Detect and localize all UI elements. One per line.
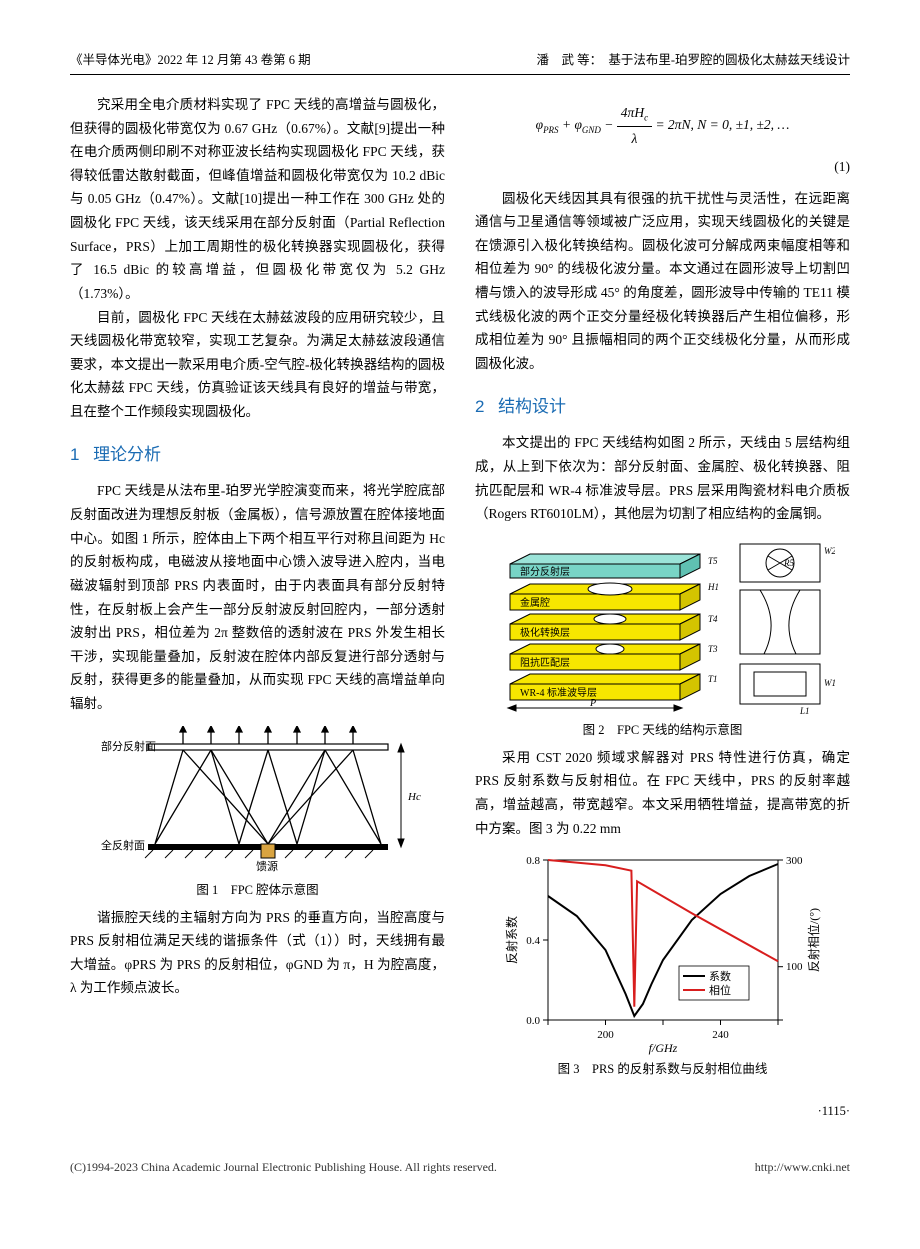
svg-text:T1: T1 [708, 674, 718, 684]
svg-text:部分反射层: 部分反射层 [520, 565, 570, 578]
section-2-heading: 2 结构设计 [475, 392, 850, 422]
svg-text:300: 300 [786, 855, 803, 867]
equation-1-math: φPRS + φGND − 4πHc λ = 2πN, N = 0, ±1, ±… [475, 101, 850, 151]
section-1-title: 理论分析 [93, 445, 161, 464]
figure-2-svg: WR-4 标准波导层 阻抗匹配层 极化转换层 [490, 536, 835, 716]
section-2-title: 结构设计 [498, 397, 566, 416]
svg-text:极化转换层: 极化转换层 [520, 626, 570, 639]
footer-right: http://www.cnki.net [755, 1157, 850, 1178]
para-3: FPC 天线是从法布里-珀罗光学腔演变而来，将光学腔底部反射面改进为理想反射板（… [70, 479, 445, 715]
para-7: 采用 CST 2020 频域求解器对 PRS 特性进行仿真，确定 PRS 反射系… [475, 746, 850, 841]
svg-text:反射相位/(°): 反射相位/(°) [806, 908, 821, 972]
svg-text:P: P [589, 698, 596, 709]
figure-1-caption: 图 1 FPC 腔体示意图 [70, 880, 445, 902]
two-column-layout: 究采用全电介质材料实现了 FPC 天线的高增益与圆极化，但获得的圆极化带宽仅为 … [70, 93, 850, 1085]
equation-1: φPRS + φGND − 4πHc λ = 2πN, N = 0, ±1, ±… [475, 101, 850, 151]
svg-text:阻抗匹配层: 阻抗匹配层 [520, 656, 570, 669]
footer-left: (C)1994-2023 China Academic Journal Elec… [70, 1157, 497, 1178]
svg-text:W1: W1 [824, 678, 835, 688]
svg-text:T3: T3 [708, 644, 718, 654]
header-left: 《半导体光电》2022 年 12 月第 43 卷第 6 期 [70, 50, 311, 72]
svg-text:馈源: 馈源 [256, 859, 278, 873]
svg-text:0.0: 0.0 [526, 1015, 540, 1027]
svg-text:H1: H1 [707, 582, 719, 592]
figure-1: Hc 部分反射面 全反射面 馈源 图 1 FPC 腔体示意图 [70, 726, 445, 902]
section-2-num: 2 [475, 397, 484, 416]
svg-text:200: 200 [597, 1029, 614, 1041]
svg-text:反射系数: 反射系数 [504, 916, 519, 964]
equation-1-number: (1) [475, 155, 850, 179]
svg-text:R5: R5 [783, 558, 794, 568]
svg-text:金属腔: 金属腔 [520, 596, 550, 609]
para-5: 圆极化天线因其具有很强的抗干扰性与灵活性，在远距离通信与卫星通信等领域被广泛应用… [475, 187, 850, 376]
para-4: 谐振腔天线的主辐射方向为 PRS 的垂直方向，当腔高度与 PRS 反射相位满足天… [70, 906, 445, 1001]
running-header: 《半导体光电》2022 年 12 月第 43 卷第 6 期 潘 武 等： 基于法… [70, 50, 850, 75]
svg-text:部分反射面: 部分反射面 [101, 739, 156, 753]
svg-text:相位: 相位 [709, 983, 731, 997]
page-number: ·1115· [70, 1101, 850, 1123]
figure-3-svg: 0.0 0.4 0.8 100 300 200 240 f/GHz 反射系数 反… [498, 850, 828, 1055]
left-column: 究采用全电介质材料实现了 FPC 天线的高增益与圆极化，但获得的圆极化带宽仅为 … [70, 93, 445, 1085]
svg-text:L1: L1 [799, 706, 810, 716]
svg-text:0.4: 0.4 [526, 935, 540, 947]
figure-2-caption: 图 2 FPC 天线的结构示意图 [475, 720, 850, 742]
figure-3: 0.0 0.4 0.8 100 300 200 240 f/GHz 反射系数 反… [475, 850, 850, 1081]
figure-3-caption: 图 3 PRS 的反射系数与反射相位曲线 [475, 1059, 850, 1081]
svg-text:T5: T5 [708, 556, 718, 566]
svg-text:系数: 系数 [709, 970, 731, 983]
svg-text:Hc: Hc [407, 791, 421, 803]
para-2: 目前，圆极化 FPC 天线在太赫兹波段的应用研究较少，且天线圆极化带宽较窄，实现… [70, 306, 445, 424]
section-1-num: 1 [70, 445, 79, 464]
svg-text:0.8: 0.8 [526, 855, 540, 867]
svg-text:T4: T4 [708, 614, 718, 624]
svg-text:f/GHz: f/GHz [648, 1041, 677, 1055]
section-1-heading: 1 理论分析 [70, 440, 445, 470]
page-footer: (C)1994-2023 China Academic Journal Elec… [70, 1157, 850, 1178]
figure-2: WR-4 标准波导层 阻抗匹配层 极化转换层 [475, 536, 850, 742]
right-column: φPRS + φGND − 4πHc λ = 2πN, N = 0, ±1, ±… [475, 93, 850, 1085]
para-6: 本文提出的 FPC 天线结构如图 2 所示，天线由 5 层结构组成，从上到下依次… [475, 431, 850, 526]
svg-text:WR-4 标准波导层: WR-4 标准波导层 [520, 686, 597, 699]
svg-text:W2: W2 [824, 546, 835, 556]
figure-1-svg: Hc 部分反射面 全反射面 馈源 [93, 726, 423, 876]
para-1: 究采用全电介质材料实现了 FPC 天线的高增益与圆极化，但获得的圆极化带宽仅为 … [70, 93, 445, 306]
svg-text:100: 100 [786, 961, 803, 973]
header-right: 潘 武 等： 基于法布里-珀罗腔的圆极化太赫兹天线设计 [536, 50, 850, 72]
svg-text:240: 240 [712, 1029, 729, 1041]
svg-text:全反射面: 全反射面 [101, 838, 145, 852]
